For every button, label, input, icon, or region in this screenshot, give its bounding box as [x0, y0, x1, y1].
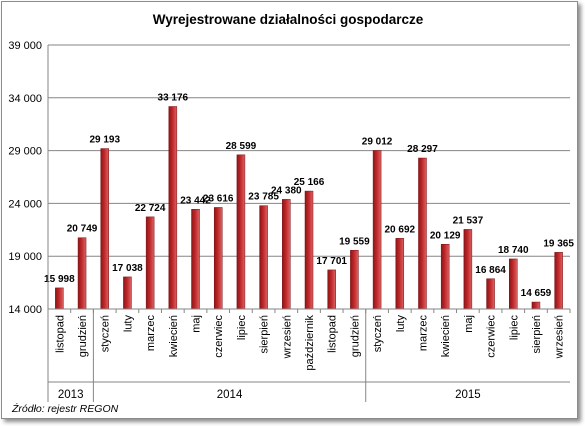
data-label: 18 740 — [498, 245, 529, 256]
y-tick-label: 29 000 — [8, 146, 42, 158]
bar — [191, 209, 200, 310]
x-category-label: wrzesień — [554, 315, 566, 359]
data-label: 24 380 — [271, 185, 302, 196]
bar — [213, 207, 223, 310]
bar — [282, 199, 291, 310]
data-label: 21 537 — [453, 215, 484, 226]
chart-title: Wyrejestrowane działalności gospodarcze — [153, 12, 424, 27]
data-label: 20 692 — [384, 224, 415, 235]
bar — [55, 287, 64, 310]
bar — [418, 157, 427, 310]
data-label: 23 785 — [248, 192, 279, 203]
x-category-label: sierpień — [531, 315, 543, 354]
bar — [145, 216, 155, 310]
bar — [77, 237, 87, 310]
x-category-label: sierpień — [259, 315, 271, 354]
bar — [236, 154, 246, 310]
year-label: 2015 — [455, 389, 481, 401]
x-category-label: wrzesień — [281, 315, 293, 359]
data-label: 23 442 — [180, 195, 211, 206]
data-label: 14 659 — [521, 288, 552, 299]
x-category-label: październik — [304, 315, 316, 371]
bar — [440, 244, 450, 310]
bar — [168, 106, 178, 310]
bar — [463, 229, 473, 310]
bar — [327, 269, 336, 310]
x-category-label: styczeń — [372, 315, 384, 352]
year-label: 2013 — [58, 389, 84, 401]
x-category-label: kwiecień — [168, 315, 180, 357]
x-category-label: maj — [191, 315, 203, 333]
year-label: 2014 — [217, 389, 243, 401]
data-label: 20 749 — [67, 224, 98, 235]
bar — [509, 258, 518, 310]
y-tick-label: 39 000 — [8, 40, 42, 52]
x-category-label: grudzień — [349, 315, 361, 357]
data-label: 29 012 — [362, 136, 393, 147]
data-label: 33 176 — [158, 93, 189, 104]
x-category-label: lipiec — [236, 315, 248, 341]
data-label: 23 616 — [203, 193, 234, 204]
y-tick-label: 34 000 — [8, 93, 42, 105]
x-category-label: czerwiec — [486, 315, 498, 358]
bars — [55, 106, 563, 310]
data-label: 19 365 — [543, 238, 574, 249]
x-category-label: czerwiec — [213, 315, 225, 358]
bar — [304, 190, 314, 310]
data-label: 29 193 — [89, 135, 120, 146]
data-label: 15 998 — [44, 274, 75, 285]
data-label: 20 129 — [430, 230, 461, 241]
x-category-label: maj — [463, 315, 475, 333]
x-category-label: grudzień — [77, 315, 89, 357]
x-category-label: marzec — [417, 315, 429, 352]
x-category-label: lipiec — [508, 315, 520, 341]
bar — [531, 301, 541, 310]
bar — [100, 148, 109, 310]
axes — [47, 45, 571, 383]
y-tick-label: 14 000 — [8, 304, 42, 316]
bar — [123, 276, 132, 310]
year-groups: 2013 2014 2015 — [47, 309, 481, 402]
data-label: 25 166 — [294, 177, 325, 188]
bar — [486, 278, 495, 310]
data-label: 22 724 — [135, 203, 166, 214]
bar — [395, 238, 405, 310]
bar — [554, 252, 563, 310]
data-label: 19 559 — [339, 236, 370, 247]
data-label: 17 701 — [316, 256, 347, 267]
data-label: 16 864 — [475, 265, 506, 276]
bar — [259, 205, 268, 310]
data-label: 28 297 — [407, 144, 438, 155]
x-category-label: styczeń — [100, 315, 112, 352]
source-note: Źródło: rejestr REGON — [11, 402, 119, 415]
data-label: 17 038 — [112, 263, 143, 274]
y-tick-label: 19 000 — [8, 251, 42, 263]
y-axis-ticks: 14 000 19 000 24 000 29 000 34 000 39 000 — [8, 40, 42, 316]
x-category-label: kwiecień — [440, 315, 452, 357]
x-axis-categories: listopad grudzień styczeń luty marzec kwiecie… — [54, 315, 565, 371]
data-labels: 15 998 20 749 29 193 17 038 22 724 33 176 23 4… — [44, 93, 574, 300]
y-tick-label: 24 000 — [8, 198, 42, 210]
bar — [350, 250, 359, 310]
x-category-label: luty — [122, 315, 134, 333]
x-category-label: listopad — [54, 315, 66, 353]
bar — [372, 150, 382, 310]
x-category-label: luty — [395, 315, 407, 333]
x-category-label: listopad — [327, 315, 339, 353]
x-category-label: marzec — [145, 315, 157, 352]
data-label: 28 599 — [226, 141, 257, 152]
